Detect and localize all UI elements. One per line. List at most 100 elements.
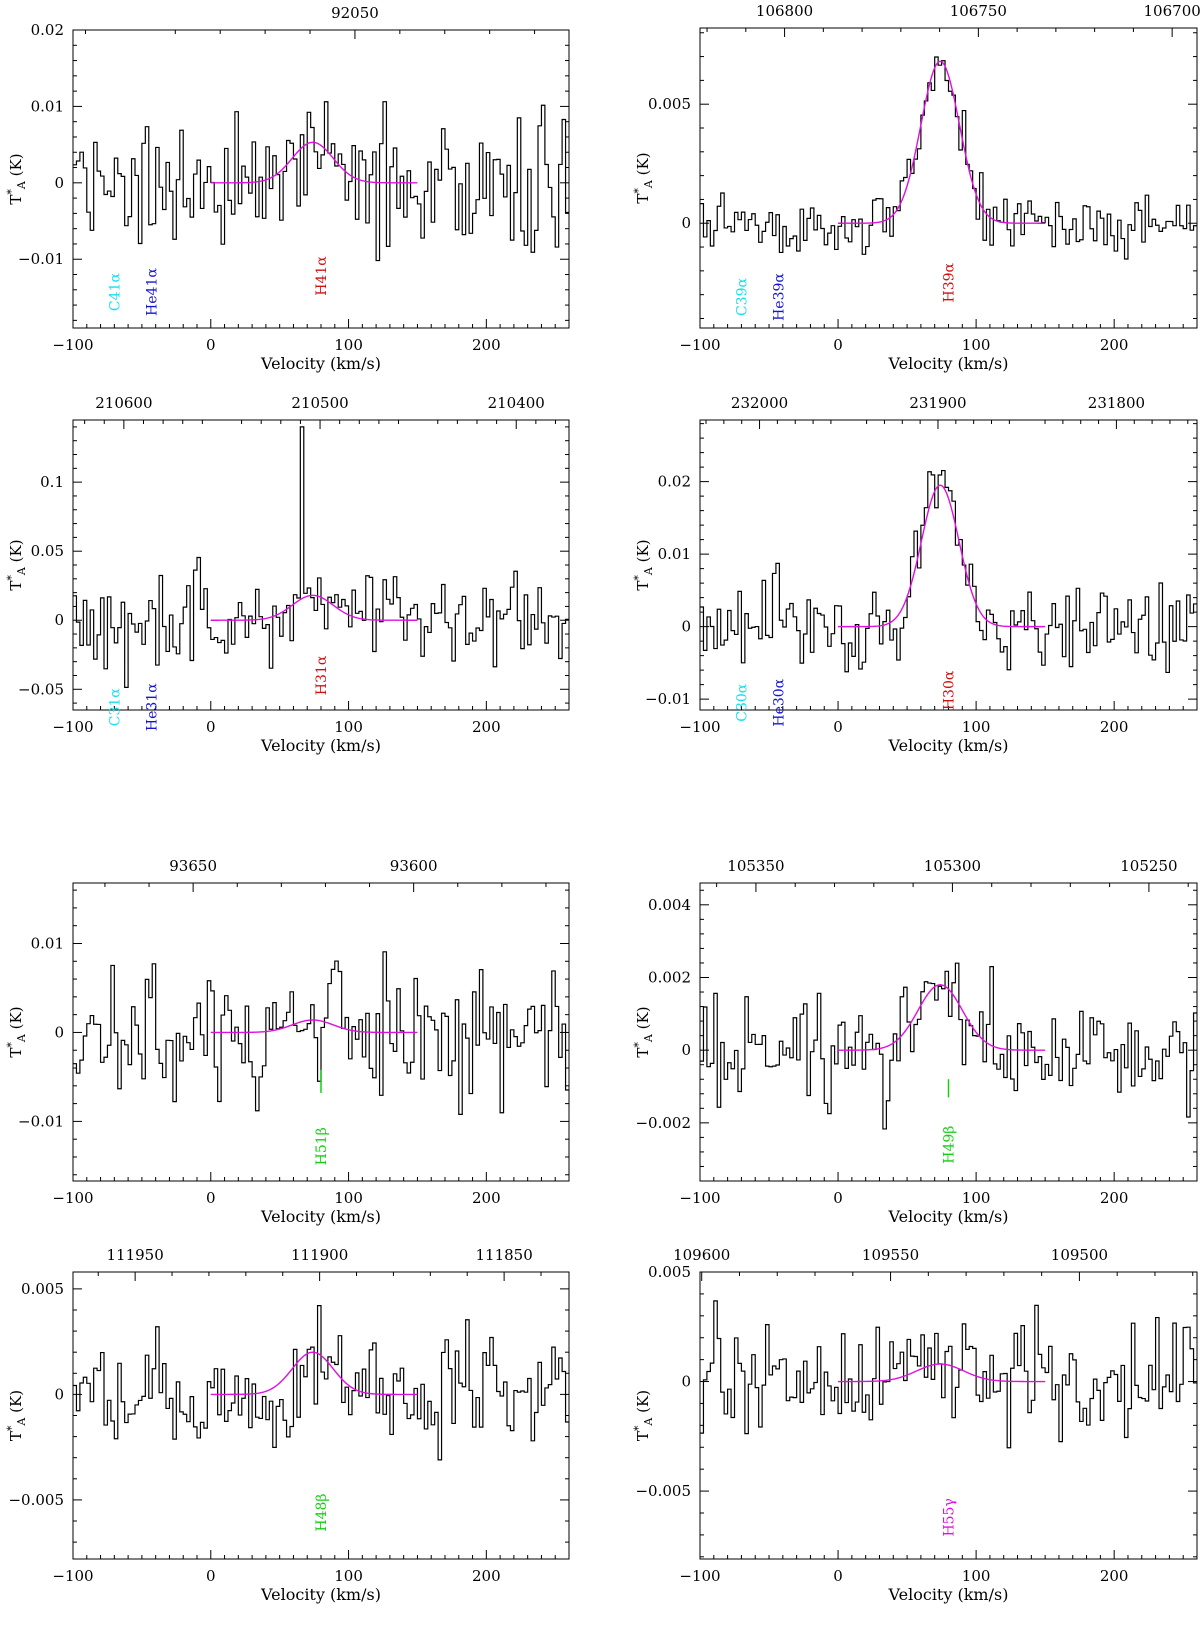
y-axis-label: T*A (K)	[5, 1390, 28, 1441]
y-axis-label: T*A (K)	[5, 539, 28, 590]
x-tick-label: 200	[472, 1189, 501, 1207]
x-axis-label: Velocity (km/s)	[260, 1585, 381, 1604]
y-tick-label: 0	[54, 1385, 64, 1403]
x-tick-label: 200	[1100, 336, 1129, 354]
gaussian-fit	[210, 1019, 418, 1034]
line-label: He30α	[772, 678, 788, 726]
top-tick-label: 106750	[950, 2, 1007, 20]
x-tick-label: −100	[679, 718, 720, 736]
spectrum-trace	[73, 951, 569, 1115]
gaussian-fit	[210, 141, 418, 184]
x-tick-label: 0	[833, 1189, 843, 1207]
top-tick-label: 111950	[107, 1246, 164, 1264]
y-tick-label: −0.002	[635, 1114, 691, 1132]
x-tick-label: −100	[679, 1567, 720, 1585]
y-tick-label: −0.01	[18, 250, 64, 268]
top-tick-label: 109500	[1051, 1246, 1108, 1264]
spectrum-panel-H48b: −100 0 100 200 Velocity (km/s) 111950 111900 11…	[5, 1246, 570, 1604]
x-tick-label: 100	[962, 336, 991, 354]
x-tick-label: 100	[962, 1567, 991, 1585]
x-tick-label: 0	[206, 718, 216, 736]
top-tick-label: 231900	[909, 394, 966, 412]
y-tick-label: −0.05	[18, 680, 64, 698]
x-tick-label: 0	[833, 1567, 843, 1585]
y-tick-label: 0	[681, 618, 691, 636]
x-tick-label: 200	[1100, 718, 1129, 736]
y-tick-label: 0	[681, 1041, 691, 1059]
gaussian-fit	[210, 594, 418, 621]
y-axis-label: T*A (K)	[5, 1006, 28, 1057]
spectrum-trace	[700, 56, 1197, 260]
line-label: H39α	[942, 262, 958, 302]
x-tick-label: −100	[679, 1189, 720, 1207]
gaussian-fit	[838, 484, 1046, 628]
y-axis-label: T*A (K)	[5, 153, 28, 204]
top-tick-label: 111900	[291, 1246, 348, 1264]
x-tick-label: −100	[52, 1189, 93, 1207]
line-label: H55γ	[942, 1498, 958, 1536]
x-axis-label: Velocity (km/s)	[888, 1207, 1009, 1226]
x-axis-label: Velocity (km/s)	[888, 1585, 1009, 1604]
spectrum-trace	[700, 1300, 1197, 1449]
x-tick-label: 100	[334, 336, 363, 354]
spectrum-panel-H30a: −100 0 100 200 Velocity (km/s) 232000 231900 23…	[632, 394, 1198, 755]
x-tick-label: 200	[472, 336, 501, 354]
y-tick-label: 0.1	[40, 473, 64, 491]
line-label: He39α	[772, 273, 788, 321]
x-axis-label: Velocity (km/s)	[260, 354, 381, 373]
top-tick-label: 111850	[475, 1246, 532, 1264]
line-label: H30α	[942, 670, 958, 710]
y-tick-label: 0	[54, 1023, 64, 1041]
y-tick-label: 0	[681, 214, 691, 232]
y-tick-label: 0.05	[31, 542, 64, 560]
y-tick-label: 0.002	[648, 968, 691, 986]
y-tick-label: 0.02	[658, 473, 691, 491]
top-tick-label: 210600	[95, 394, 152, 412]
x-tick-label: 200	[472, 718, 501, 736]
x-tick-label: 0	[206, 1189, 216, 1207]
y-tick-label: −0.005	[635, 1482, 691, 1500]
y-axis-label: T*A (K)	[632, 1390, 655, 1441]
x-tick-label: 0	[206, 1567, 216, 1585]
y-axis-label: T*A (K)	[632, 539, 655, 590]
x-tick-label: 100	[962, 1189, 991, 1207]
panels-layer: −100 0 100 200 Velocity (km/s) 92050 −0.01 0 0.0…	[5, 2, 1200, 1604]
line-label: H51β	[314, 1127, 330, 1165]
spectrum-panel-H49b: −100 0 100 200 Velocity (km/s) 105350 105300 10…	[632, 857, 1198, 1226]
top-tick-label: 105300	[924, 857, 981, 875]
x-tick-label: −100	[52, 1567, 93, 1585]
x-tick-label: −100	[679, 336, 720, 354]
spectrum-panel-H55g: −100 0 100 200 Velocity (km/s) 109600 109550 10…	[632, 1246, 1198, 1604]
y-tick-label: 0.004	[648, 896, 691, 914]
y-tick-label: 0.02	[31, 21, 64, 39]
y-tick-label: 0	[54, 174, 64, 192]
x-tick-label: 100	[334, 1189, 363, 1207]
top-tick-label: 105250	[1120, 857, 1177, 875]
plot-frame	[699, 419, 1198, 711]
top-tick-label: 106800	[756, 2, 813, 20]
line-label: C39α	[734, 278, 750, 317]
y-axis-label: T*A (K)	[632, 152, 655, 203]
spectrum-trace	[700, 962, 1197, 1130]
y-tick-label: 0.01	[31, 934, 64, 952]
top-tick-label: 210500	[291, 394, 348, 412]
gaussian-fit	[838, 1363, 1046, 1383]
y-tick-label: 0.005	[21, 1280, 64, 1298]
y-tick-label: 0.01	[658, 545, 691, 563]
x-tick-label: 200	[472, 1567, 501, 1585]
line-label: H41α	[314, 256, 330, 296]
y-tick-label: 0.01	[31, 97, 64, 115]
line-label: He31α	[145, 683, 161, 731]
top-tick-label: 109550	[862, 1246, 919, 1264]
line-label: C41α	[107, 273, 123, 312]
top-tick-label: 109600	[673, 1246, 730, 1264]
y-tick-label: 0	[54, 611, 64, 629]
line-label: H48β	[314, 1494, 330, 1532]
x-tick-label: −100	[52, 336, 93, 354]
top-tick-label: 93600	[390, 857, 438, 875]
top-tick-label: 92050	[331, 4, 379, 22]
y-tick-label: 0.005	[648, 95, 691, 113]
x-axis-label: Velocity (km/s)	[260, 736, 381, 755]
x-tick-label: 100	[334, 718, 363, 736]
